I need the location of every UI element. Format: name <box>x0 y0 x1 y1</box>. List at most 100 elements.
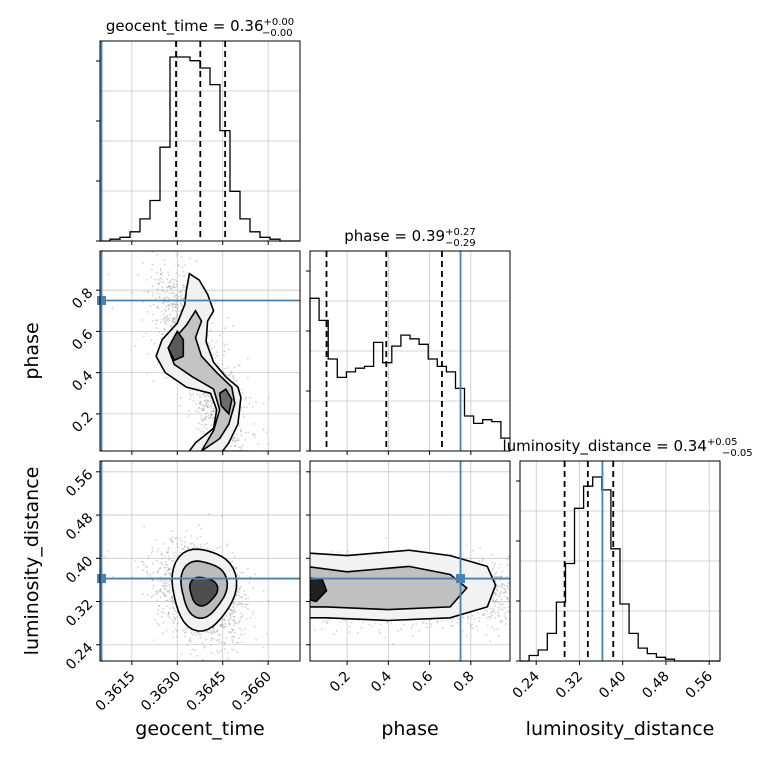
sample-point <box>240 641 243 644</box>
sample-point <box>168 579 171 582</box>
sample-point <box>176 313 179 316</box>
sample-point <box>506 585 509 587</box>
sample-point <box>163 554 166 557</box>
sample-point <box>211 417 214 420</box>
sample-point <box>175 317 177 320</box>
sample-point <box>152 313 154 316</box>
sample-point <box>160 552 163 555</box>
sample-point <box>175 303 178 306</box>
sample-point <box>235 379 238 382</box>
sample-point <box>152 292 155 295</box>
sample-point <box>380 623 383 626</box>
sample-point <box>232 439 234 442</box>
sample-point <box>497 575 499 578</box>
sample-point <box>497 585 499 588</box>
sample-point <box>155 559 158 562</box>
sample-point <box>167 376 169 379</box>
sample-point <box>494 591 497 594</box>
sample-point <box>168 592 171 594</box>
sample-point <box>168 558 170 561</box>
sample-point <box>168 568 170 571</box>
sample-point <box>208 344 211 347</box>
sample-point <box>182 629 185 632</box>
sample-point <box>176 546 179 549</box>
sample-point <box>210 413 213 416</box>
sample-point <box>244 597 247 600</box>
sample-point <box>235 568 237 570</box>
sample-point <box>499 604 502 607</box>
sample-point <box>168 285 170 287</box>
sample-point <box>465 634 468 637</box>
sample-point <box>497 606 499 609</box>
sample-point <box>252 587 255 590</box>
sample-point <box>247 597 250 599</box>
sample-point <box>237 637 240 639</box>
sample-point <box>151 263 154 266</box>
sample-point <box>172 631 175 633</box>
sample-point <box>470 626 472 628</box>
sample-point <box>167 613 170 616</box>
sample-point <box>244 606 247 608</box>
sample-point <box>499 595 501 598</box>
sample-point <box>187 546 189 549</box>
sample-point <box>203 646 206 649</box>
sample-point <box>216 630 219 633</box>
sample-point <box>158 282 160 285</box>
sample-point <box>144 332 147 334</box>
sample-point <box>174 610 177 612</box>
sample-point <box>157 548 160 550</box>
sample-point <box>489 640 492 643</box>
sample-point <box>238 363 241 366</box>
sample-point <box>243 406 246 408</box>
sample-point <box>200 430 203 433</box>
sample-point <box>184 631 187 634</box>
sample-point <box>203 399 206 402</box>
sample-point <box>203 417 206 419</box>
sample-point <box>244 438 247 441</box>
sample-point <box>507 597 510 600</box>
tick-label-y: 0.40 <box>63 553 96 586</box>
sample-point <box>262 590 265 593</box>
sample-point <box>168 304 171 306</box>
sample-point <box>441 619 444 622</box>
sample-point <box>204 423 207 426</box>
sample-point <box>154 278 157 281</box>
sample-point <box>152 303 155 306</box>
sample-point <box>131 291 133 294</box>
sample-point <box>231 641 234 644</box>
sample-point <box>167 296 170 299</box>
sample-point <box>228 348 230 351</box>
sample-point <box>229 613 231 616</box>
sample-point <box>506 596 509 599</box>
sample-point <box>249 396 251 399</box>
sample-point <box>233 602 236 605</box>
sample-point <box>183 545 186 548</box>
sample-point <box>451 625 454 628</box>
sample-point <box>173 608 176 611</box>
sample-point <box>422 620 425 623</box>
sample-point <box>483 614 486 616</box>
sample-point <box>180 296 183 299</box>
sample-point <box>142 262 144 264</box>
tick-label-x: 0.6 <box>409 668 436 695</box>
sample-point <box>400 628 402 631</box>
sample-point <box>164 566 167 569</box>
sample-point <box>234 444 237 447</box>
sample-point <box>265 431 268 434</box>
sample-point <box>240 616 243 619</box>
sample-point <box>494 600 497 602</box>
sample-point <box>505 617 507 620</box>
sample-point <box>233 436 236 439</box>
sample-point <box>165 314 168 317</box>
sample-point <box>245 397 247 399</box>
sample-point <box>199 543 202 546</box>
sample-point <box>496 586 499 588</box>
sample-point <box>155 323 157 326</box>
sample-point <box>166 552 168 554</box>
sample-point <box>181 305 184 308</box>
sample-point <box>170 287 172 290</box>
sample-point <box>493 565 496 568</box>
sample-point <box>237 602 240 604</box>
sample-point <box>488 617 491 620</box>
